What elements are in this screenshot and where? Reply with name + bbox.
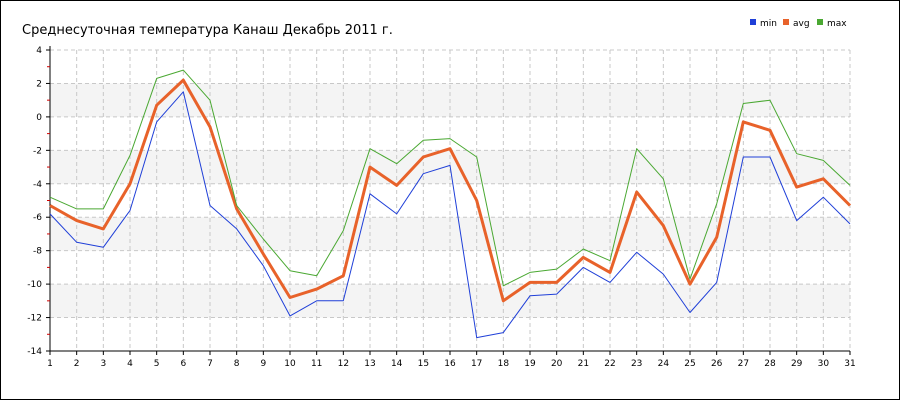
y-tick-label: 2	[36, 79, 42, 89]
y-axis-ticks: 4 2 0 -2 -4 -6 -8 -10 -12 -14	[27, 46, 50, 357]
x-tick-label: 2	[74, 359, 80, 369]
x-tick-label: 15	[418, 359, 429, 369]
y-tick-label: -14	[27, 347, 42, 357]
x-tick-label: 26	[711, 359, 723, 369]
x-tick-label: 1	[47, 359, 53, 369]
x-tick-label: 6	[180, 359, 186, 369]
x-tick-label: 3	[100, 359, 106, 369]
legend-label-min: min	[760, 19, 777, 29]
x-tick-label: 9	[260, 359, 266, 369]
legend-label-avg: avg	[793, 19, 810, 29]
x-tick-label: 10	[284, 359, 296, 369]
x-axis-ticks: 1 2 3 4 5 6 7 8 9 10 11 12 13 14 15 16 17 18 19 20 21 22 23 24 2…	[47, 351, 856, 369]
x-tick-label: 29	[791, 359, 803, 369]
x-tick-label: 30	[818, 359, 830, 369]
y-tick-label: -8	[33, 247, 42, 257]
series-line-max	[49, 69, 851, 287]
y-tick-label: -12	[27, 314, 42, 324]
x-tick-label: 23	[631, 359, 642, 369]
chart-title: Среднесуточная температура Канаш Декабрь…	[22, 23, 393, 38]
x-tick-label: 11	[311, 359, 322, 369]
x-tick-label: 20	[551, 359, 563, 369]
y-tick-label: 0	[36, 113, 42, 123]
x-tick-label: 24	[658, 359, 670, 369]
x-tick-label: 25	[684, 359, 695, 369]
x-tick-label: 16	[444, 359, 456, 369]
x-tick-label: 31	[844, 359, 855, 369]
x-tick-label: 5	[154, 359, 160, 369]
y-tick-label: -6	[33, 213, 42, 223]
legend-swatch-min	[750, 19, 756, 25]
y-tick-label: -2	[33, 146, 42, 156]
x-tick-label: 18	[498, 359, 510, 369]
x-tick-label: 19	[524, 359, 536, 369]
x-tick-label: 21	[578, 359, 589, 369]
y-tick-label: -10	[27, 280, 42, 290]
legend-swatch-avg	[783, 19, 789, 25]
x-tick-label: 7	[207, 359, 213, 369]
x-tick-label: 28	[764, 359, 776, 369]
series-line-min	[49, 91, 851, 339]
legend-label-max: max	[827, 19, 847, 29]
x-tick-label: 22	[604, 359, 615, 369]
series-line-avg	[49, 78, 852, 303]
x-tick-label: 14	[391, 359, 403, 369]
x-tick-label: 17	[471, 359, 482, 369]
x-tick-label: 27	[738, 359, 749, 369]
y-tick-label: 4	[36, 46, 42, 56]
legend: min avg max	[750, 19, 847, 29]
x-tick-label: 12	[338, 359, 349, 369]
x-tick-label: 13	[364, 359, 375, 369]
legend-swatch-max	[817, 19, 823, 25]
y-tick-label: -4	[33, 180, 42, 190]
series-lines	[49, 69, 852, 339]
x-tick-label: 8	[234, 359, 240, 369]
x-tick-label: 4	[127, 359, 133, 369]
